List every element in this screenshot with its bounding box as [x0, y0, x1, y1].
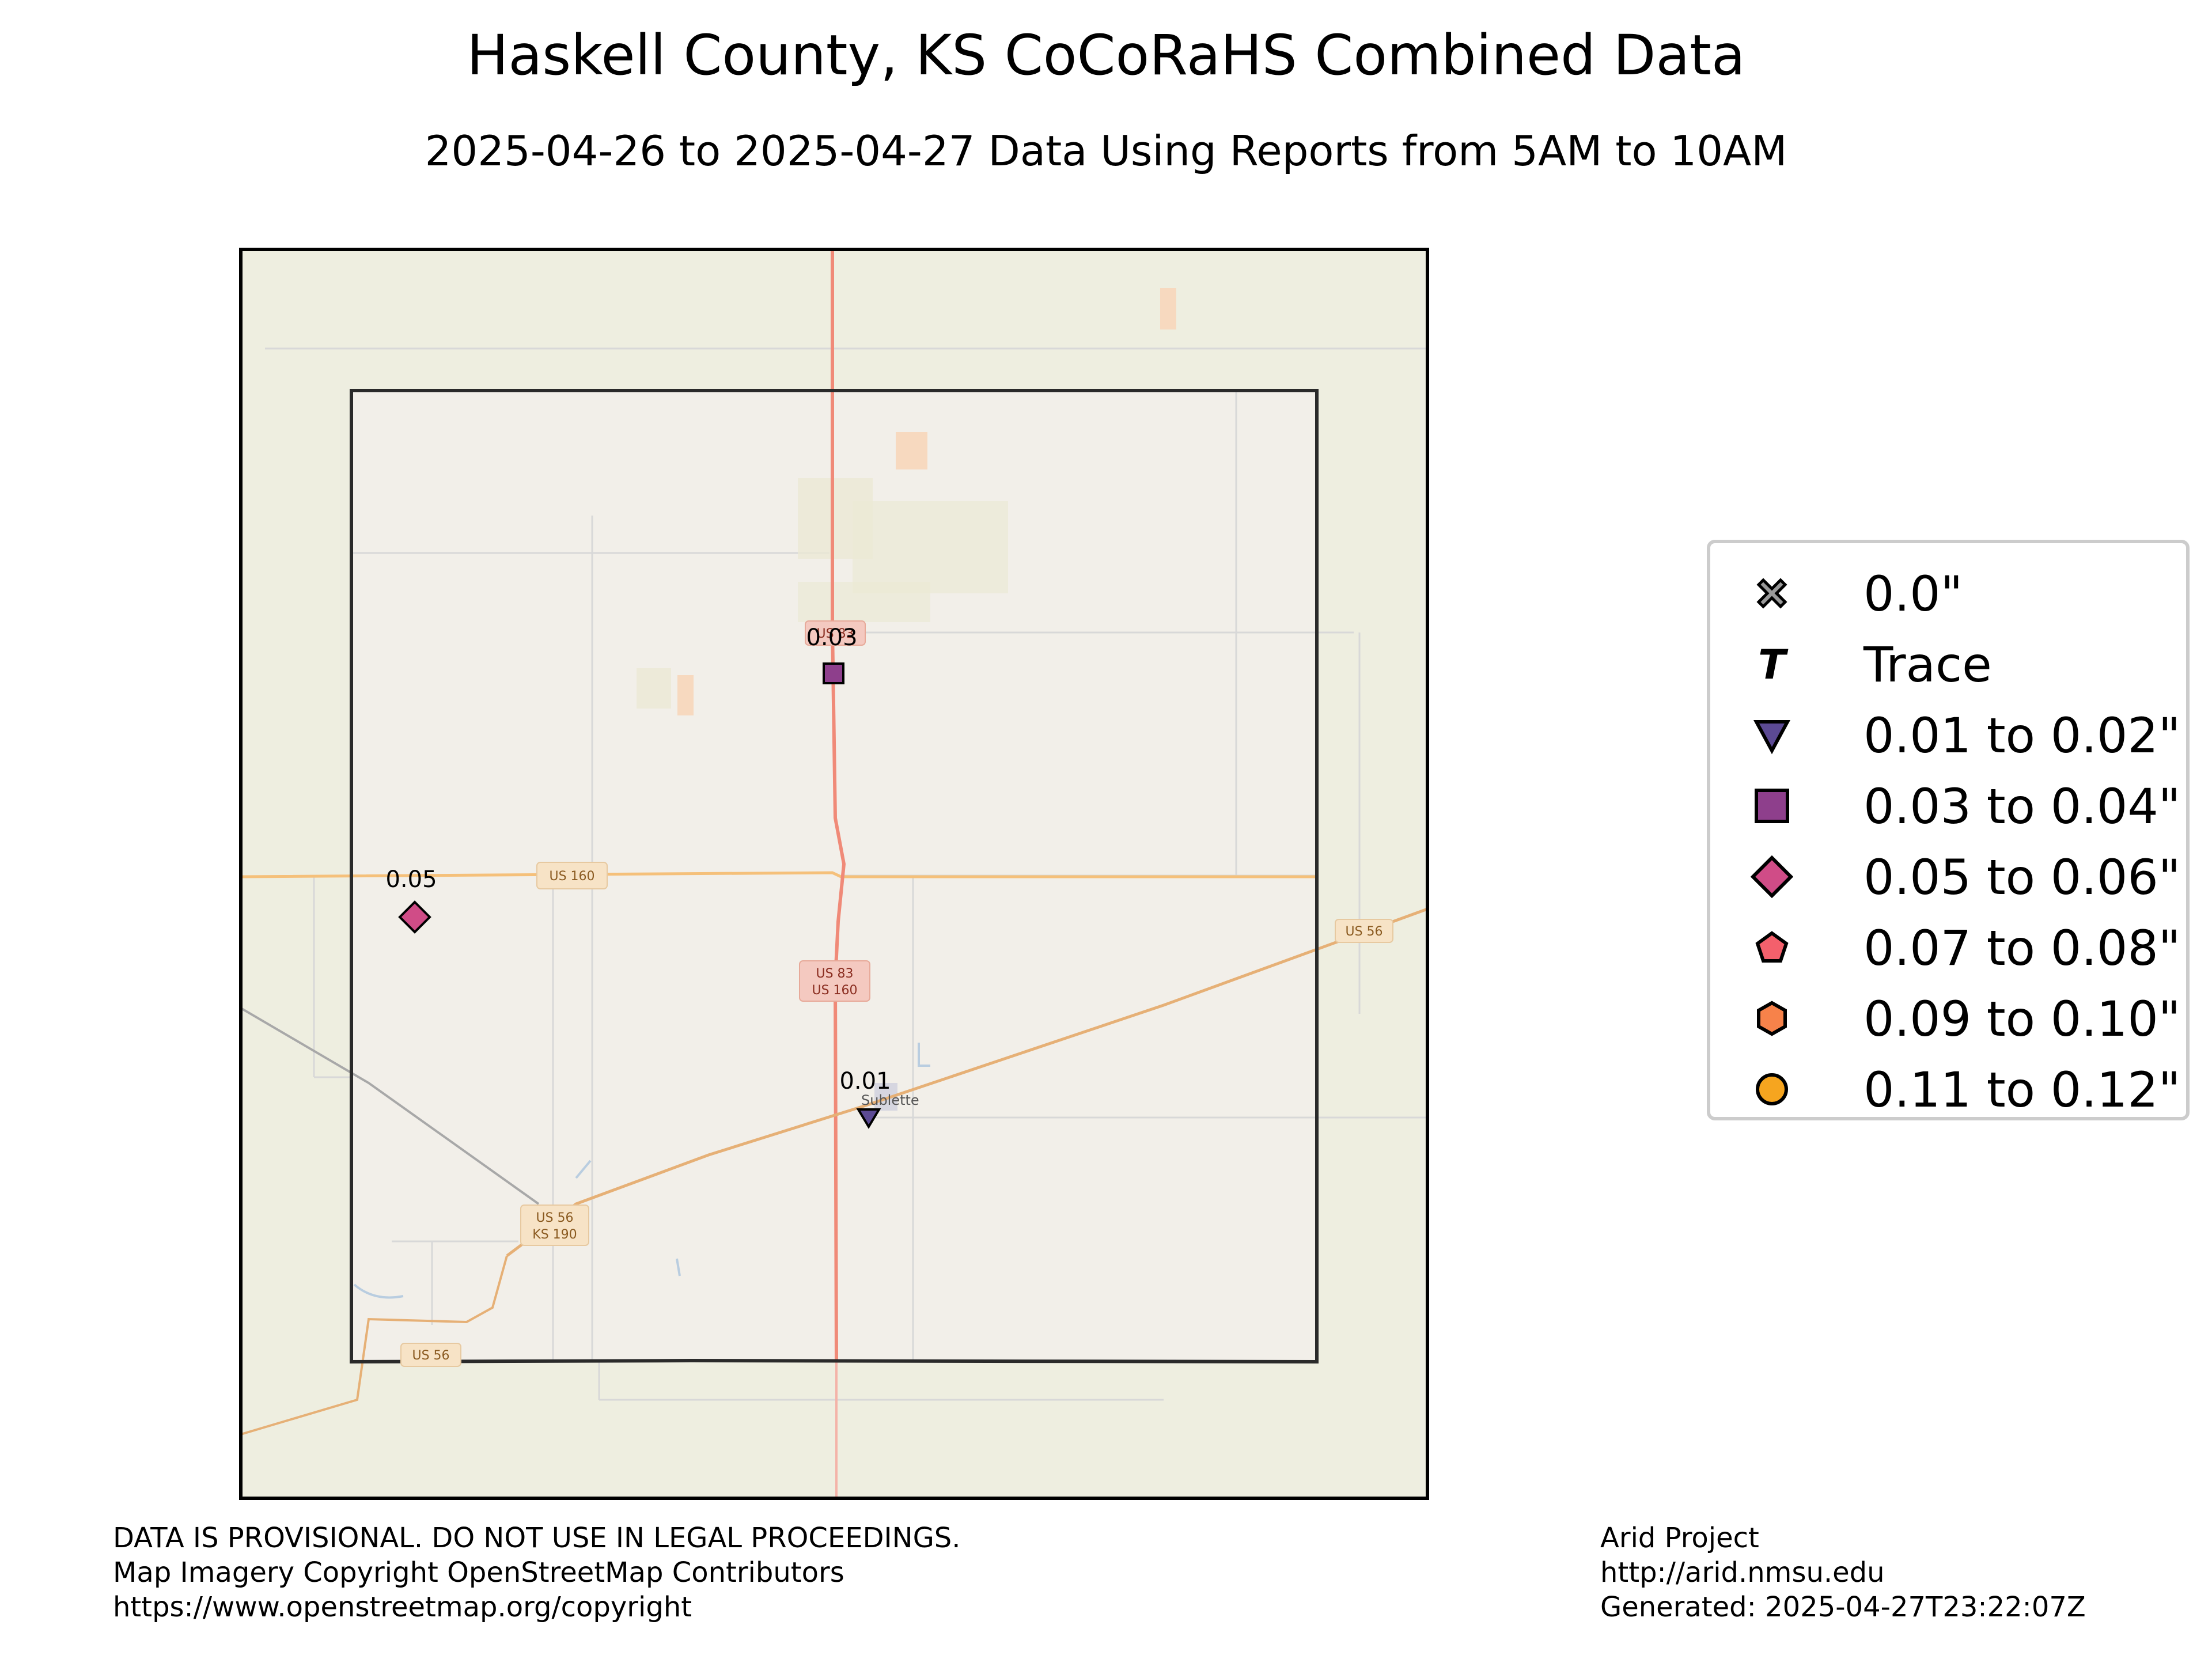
square-icon	[823, 662, 844, 684]
footer-provisional-text: DATA IS PROVISIONAL. DO NOT USE IN LEGAL…	[113, 1522, 961, 1554]
page-title: Haskell County, KS CoCoRaHS Combined Dat…	[467, 23, 1745, 88]
x-cross-icon	[1756, 578, 1787, 609]
legend-item: 0.0"	[1710, 559, 2186, 623]
page-subtitle: 2025-04-26 to 2025-04-27 Data Using Repo…	[425, 127, 1787, 175]
legend: 0.0" T Trace 0.01 to 0.02" 0.03 to 0.04"…	[1707, 540, 2190, 1120]
water-features	[353, 1043, 930, 1299]
legend-label: 0.03 to 0.04"	[1863, 778, 2181, 835]
legend-label: Trace	[1863, 637, 1992, 693]
shield-us56-east-label: US 56	[1345, 925, 1382, 939]
map-frame	[239, 248, 1429, 1500]
triangle-down-icon	[1753, 720, 1791, 755]
svg-text:T: T	[1758, 643, 1789, 685]
legend-label: 0.09 to 0.10"	[1863, 991, 2181, 1047]
triangle-down-icon	[856, 1108, 881, 1129]
hexagon-icon	[1757, 1001, 1787, 1036]
shield-us83-north: US 83	[805, 620, 866, 646]
footer-osm-link[interactable]: https://www.openstreetmap.org/copyright	[113, 1591, 692, 1623]
station-marker-3: 0.01	[839, 1068, 891, 1129]
shield-us56-ks190: US 56 KS 190	[520, 1205, 589, 1246]
legend-label: 0.0"	[1863, 566, 1963, 622]
footer-imagery-credit: Map Imagery Copyright OpenStreetMap Cont…	[113, 1556, 844, 1589]
land-patches	[637, 288, 1176, 1111]
legend-item: 0.05 to 0.06"	[1710, 843, 2186, 906]
shield-us56-south: US 56	[400, 1343, 461, 1367]
circle-icon	[1756, 1073, 1788, 1105]
legend-item: T Trace	[1710, 630, 2186, 694]
shield-us160-label: US 160	[549, 869, 594, 884]
shield-us56-south-label: US 56	[412, 1349, 449, 1363]
station-value-label: 0.03	[806, 624, 857, 651]
legend-label: 0.07 to 0.08"	[1863, 920, 2181, 976]
legend-item: 0.11 to 0.12"	[1710, 1055, 2186, 1119]
legend-item: 0.03 to 0.04"	[1710, 772, 2186, 835]
shield-us160-sub-label: US 160	[812, 983, 857, 998]
shield-ks190-label: KS 190	[532, 1228, 577, 1242]
legend-item: 0.01 to 0.02"	[1710, 701, 2186, 764]
county-boundary	[350, 389, 1319, 1364]
legend-item: 0.09 to 0.10"	[1710, 984, 2186, 1048]
station-marker-2: 0.05	[385, 866, 437, 934]
road-us56-west	[240, 1255, 508, 1435]
trace-t-icon: T	[1758, 643, 1789, 685]
footer-generated-time: Generated: 2025-04-27T23:22:07Z	[1600, 1591, 2086, 1623]
shield-us160: US 160	[536, 862, 608, 889]
station-marker-1: 0.03	[806, 624, 858, 684]
town-label-sublette: Sublette	[861, 1092, 919, 1108]
shield-us56-label: US 56	[536, 1211, 573, 1225]
square-icon	[1755, 789, 1789, 823]
rail-line	[240, 1007, 540, 1205]
diamond-icon	[398, 900, 431, 934]
legend-label: 0.05 to 0.06"	[1863, 849, 2181, 906]
shield-us83-label: US 83	[816, 967, 853, 981]
footer-project-name: Arid Project	[1600, 1522, 1759, 1554]
legend-item: 0.07 to 0.08"	[1710, 914, 2186, 977]
pentagon-icon	[1755, 931, 1789, 963]
station-value-label: 0.01	[839, 1068, 891, 1094]
footer-disclaimer: DATA IS PROVISIONAL. DO NOT USE IN LEGAL…	[113, 1521, 961, 1624]
footer-credits: Arid Project http://arid.nmsu.edu Genera…	[1600, 1521, 2086, 1624]
diamond-icon	[1751, 855, 1793, 898]
legend-label: 0.11 to 0.12"	[1863, 1062, 2181, 1118]
shield-us83-us160: US 83 US 160	[799, 960, 870, 1002]
legend-label: 0.01 to 0.02"	[1863, 707, 2181, 764]
shield-us56-east: US 56	[1335, 919, 1393, 943]
shield-us83-north-label: US 83	[816, 627, 854, 641]
station-value-label: 0.05	[385, 866, 437, 893]
footer-project-link[interactable]: http://arid.nmsu.edu	[1600, 1556, 1885, 1589]
